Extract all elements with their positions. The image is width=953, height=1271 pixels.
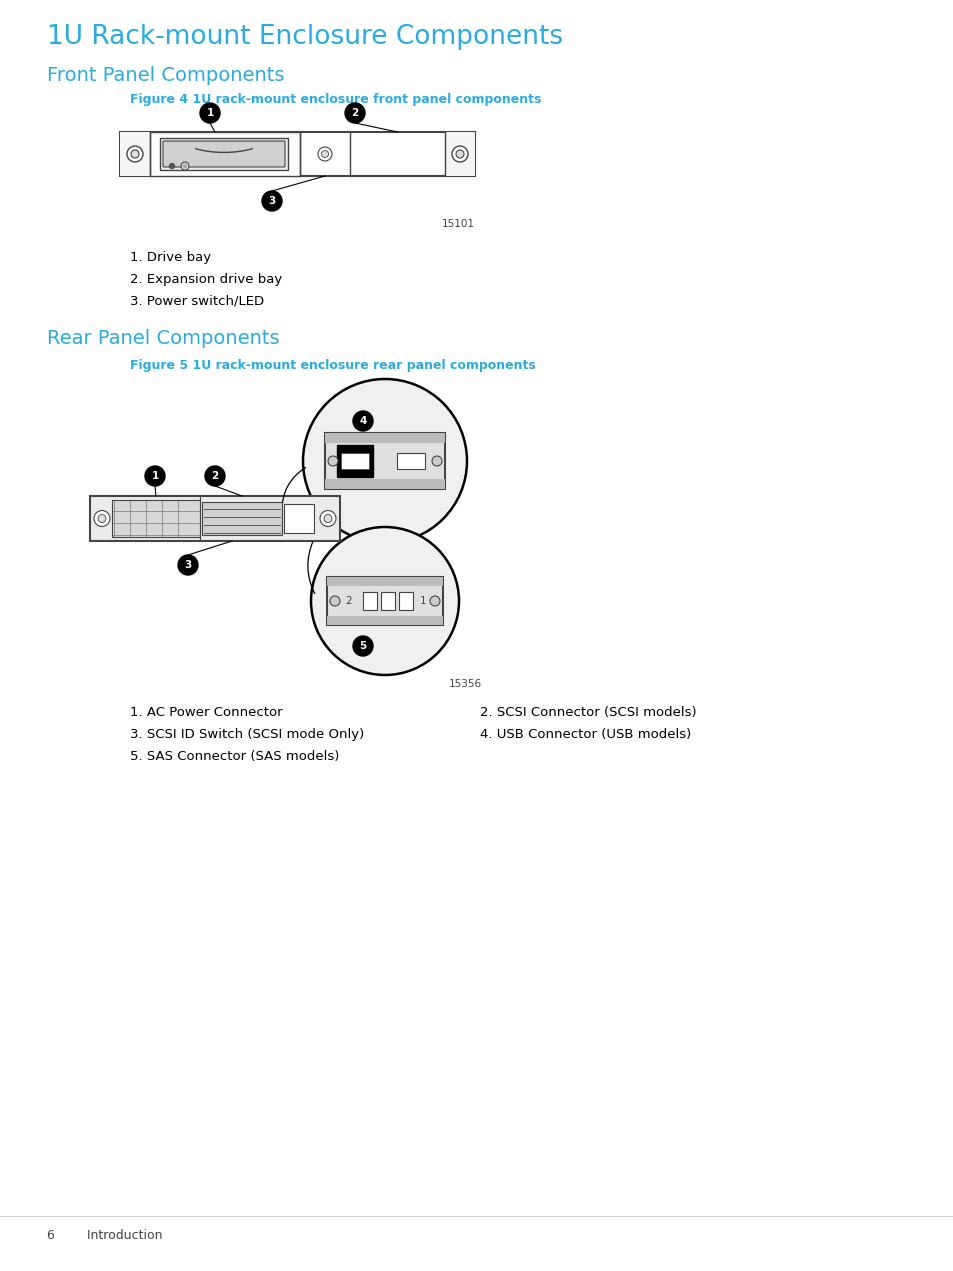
Text: 5. SAS Connector (SAS models): 5. SAS Connector (SAS models) [130,750,339,763]
Circle shape [170,164,174,169]
FancyBboxPatch shape [163,141,285,167]
Text: 5: 5 [359,641,366,651]
Circle shape [178,555,198,574]
Text: 1. AC Power Connector: 1. AC Power Connector [130,705,282,719]
Text: 15101: 15101 [441,219,475,229]
Text: 1: 1 [206,108,213,118]
FancyBboxPatch shape [90,496,339,541]
Circle shape [127,146,143,161]
FancyBboxPatch shape [327,616,442,625]
Text: Figure 4 1U rack-mount enclosure front panel components: Figure 4 1U rack-mount enclosure front p… [130,93,540,105]
Circle shape [145,466,165,486]
Text: 4: 4 [359,416,366,426]
Text: 3. Power switch/LED: 3. Power switch/LED [130,295,264,308]
Text: 3: 3 [184,561,192,569]
FancyBboxPatch shape [325,433,444,489]
FancyBboxPatch shape [120,132,150,175]
FancyBboxPatch shape [340,452,369,469]
Circle shape [181,161,189,170]
Circle shape [183,164,187,168]
Text: 1. Drive bay: 1. Drive bay [130,250,211,264]
FancyBboxPatch shape [336,445,373,477]
FancyBboxPatch shape [380,592,395,610]
Text: 15356: 15356 [448,679,481,689]
FancyBboxPatch shape [325,433,444,444]
Text: 1U Rack-mount Enclosure Components: 1U Rack-mount Enclosure Components [47,24,562,50]
Text: 2. Expansion drive bay: 2. Expansion drive bay [130,273,282,286]
Circle shape [200,103,220,123]
Text: 1: 1 [152,472,158,480]
Circle shape [319,511,335,526]
FancyBboxPatch shape [363,592,376,610]
Text: 2: 2 [345,596,352,606]
FancyBboxPatch shape [202,502,282,535]
Circle shape [430,596,439,606]
Text: 6        Introduction: 6 Introduction [47,1229,162,1242]
Circle shape [353,411,373,431]
Text: Figure 5 1U rack-mount enclosure rear panel components: Figure 5 1U rack-mount enclosure rear pa… [130,358,536,372]
Text: Rear Panel Components: Rear Panel Components [47,329,279,348]
FancyBboxPatch shape [150,132,299,175]
Circle shape [456,150,463,158]
Text: 4. USB Connector (USB models): 4. USB Connector (USB models) [479,728,691,741]
Circle shape [262,191,282,211]
Circle shape [328,456,337,466]
Text: 2: 2 [212,472,218,480]
FancyBboxPatch shape [120,132,475,175]
Circle shape [303,379,467,543]
Circle shape [324,515,332,522]
Text: 3: 3 [268,196,275,206]
FancyBboxPatch shape [327,577,442,625]
Circle shape [205,466,225,486]
Circle shape [311,527,458,675]
FancyBboxPatch shape [396,452,424,469]
Circle shape [452,146,468,161]
FancyBboxPatch shape [160,139,288,170]
Circle shape [353,636,373,656]
Text: 1: 1 [419,596,426,606]
FancyBboxPatch shape [112,500,200,538]
FancyBboxPatch shape [325,479,444,489]
Text: Front Panel Components: Front Panel Components [47,66,284,85]
Text: 3. SCSI ID Switch (SCSI mode Only): 3. SCSI ID Switch (SCSI mode Only) [130,728,364,741]
FancyBboxPatch shape [398,592,413,610]
Text: 2: 2 [351,108,358,118]
Circle shape [317,147,332,161]
FancyBboxPatch shape [327,577,442,586]
Circle shape [330,596,339,606]
Circle shape [432,456,441,466]
FancyBboxPatch shape [284,505,314,533]
Circle shape [321,150,328,158]
Text: 2. SCSI Connector (SCSI models): 2. SCSI Connector (SCSI models) [479,705,696,719]
Circle shape [131,150,139,158]
Circle shape [94,511,110,526]
FancyBboxPatch shape [444,132,475,175]
Circle shape [98,515,106,522]
Circle shape [345,103,365,123]
